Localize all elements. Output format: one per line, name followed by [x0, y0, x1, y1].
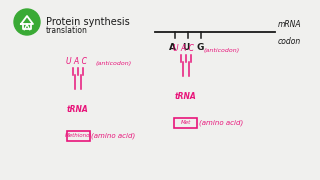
Text: A: A: [169, 43, 175, 52]
Text: U A C: U A C: [66, 57, 86, 66]
Text: Methionol: Methionol: [65, 133, 92, 138]
Text: (anticodon): (anticodon): [96, 61, 132, 66]
Text: Met: Met: [181, 120, 191, 125]
Text: codon: codon: [278, 37, 301, 46]
Text: U A C: U A C: [173, 44, 195, 53]
Text: G: G: [196, 43, 204, 52]
Text: mRNA: mRNA: [278, 20, 302, 29]
Text: Protein synthesis: Protein synthesis: [46, 17, 130, 27]
Circle shape: [14, 9, 40, 35]
Text: U: U: [182, 43, 190, 52]
Text: (anticodon): (anticodon): [204, 48, 240, 53]
Text: tRNA: tRNA: [175, 91, 197, 100]
Text: tRNA: tRNA: [67, 105, 89, 114]
Text: (amino acid): (amino acid): [199, 119, 243, 126]
Text: translation: translation: [46, 26, 88, 35]
Text: (amino acid): (amino acid): [91, 132, 135, 139]
